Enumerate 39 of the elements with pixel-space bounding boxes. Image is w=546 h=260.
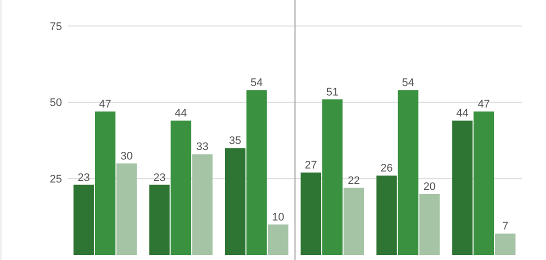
data-label: 22: [348, 174, 360, 187]
bar: [170, 120, 192, 255]
bar: [246, 90, 267, 255]
y-tick-label: 75: [50, 20, 62, 33]
bar: [74, 184, 94, 255]
data-label: 23: [78, 172, 90, 184]
bar: [300, 172, 322, 255]
data-label: 27: [304, 160, 318, 172]
bar: [419, 194, 440, 255]
bar: [495, 234, 516, 255]
bar: [398, 90, 418, 255]
data-label: 20: [423, 180, 436, 193]
bar: [268, 224, 288, 255]
data-label: 44: [174, 108, 188, 120]
bar: [94, 111, 116, 255]
y-tick-label: 50: [50, 97, 62, 110]
data-label: 23: [153, 172, 166, 184]
data-label: 10: [272, 211, 284, 224]
bar: [452, 120, 473, 255]
data-label: 54: [402, 77, 414, 90]
bar: [322, 99, 343, 255]
bar: [116, 163, 137, 255]
bar: [149, 184, 170, 255]
data-label: 44: [456, 108, 468, 120]
data-label: 47: [478, 98, 490, 110]
data-label: 26: [380, 162, 393, 175]
data-label: 7: [502, 220, 508, 233]
bar: [474, 111, 494, 255]
data-label: 30: [120, 150, 133, 162]
data-label: 35: [229, 135, 242, 148]
data-label: 47: [99, 98, 112, 110]
bar: [344, 188, 364, 255]
data-label: 54: [250, 77, 263, 90]
bar: [224, 148, 246, 255]
data-label: 51: [326, 86, 338, 98]
bar: [376, 176, 397, 255]
data-label: 33: [196, 141, 208, 154]
bar: [192, 154, 213, 255]
y-tick-label: 25: [50, 174, 62, 186]
